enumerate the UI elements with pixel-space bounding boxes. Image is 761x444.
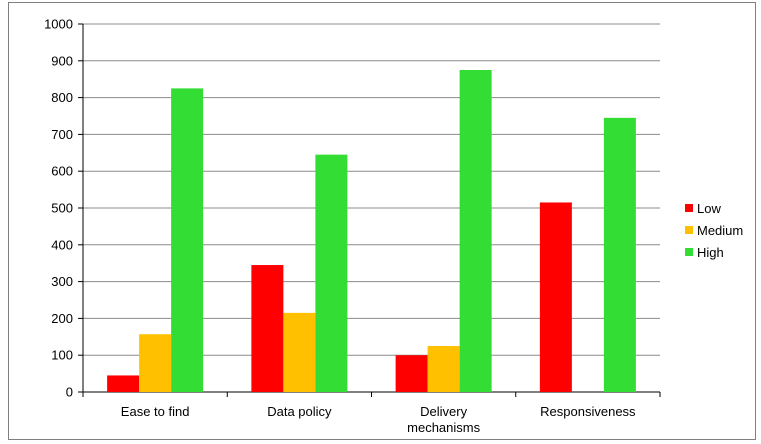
y-tick-label: 0 bbox=[66, 385, 73, 400]
gridlines bbox=[83, 23, 660, 356]
y-tick-label: 400 bbox=[51, 237, 73, 252]
bar-medium-2 bbox=[427, 346, 460, 392]
y-tick-label: 500 bbox=[51, 201, 73, 216]
bar-low-1 bbox=[251, 265, 284, 392]
bar-high-0 bbox=[171, 88, 204, 393]
legend-swatch-low bbox=[685, 204, 693, 212]
y-tick-label: 100 bbox=[51, 348, 73, 363]
bar-high-3 bbox=[603, 117, 636, 392]
category-label: Data policy bbox=[267, 404, 332, 419]
category-labels: Ease to find Data policy Delivery mechanism… bbox=[121, 404, 636, 435]
legend-label-medium: Medium bbox=[697, 223, 743, 238]
y-tick-labels: 0 100 200 300 400 500 600 700 800 900 1000 bbox=[44, 17, 73, 400]
y-tick-label: 1000 bbox=[44, 17, 73, 32]
bar-high-1 bbox=[315, 154, 348, 392]
bars bbox=[107, 70, 636, 393]
y-tick-label: 900 bbox=[51, 53, 73, 68]
legend-swatch-medium bbox=[685, 226, 693, 234]
y-tick-label: 600 bbox=[51, 164, 73, 179]
category-label: Ease to find bbox=[121, 404, 190, 419]
bar-low-0 bbox=[107, 375, 140, 392]
y-tick-label: 200 bbox=[51, 311, 73, 326]
bar-low-2 bbox=[395, 355, 428, 392]
bar-low-3 bbox=[539, 202, 572, 392]
bar-medium-1 bbox=[283, 312, 316, 392]
category-label: Responsiveness bbox=[540, 404, 636, 419]
bar-medium-0 bbox=[139, 334, 172, 392]
y-tick-label: 800 bbox=[51, 90, 73, 105]
legend: Low Medium High bbox=[685, 201, 743, 260]
legend-label-high: High bbox=[697, 245, 724, 260]
y-tick-label: 700 bbox=[51, 127, 73, 142]
legend-label-low: Low bbox=[697, 201, 721, 216]
y-tick-label: 300 bbox=[51, 274, 73, 289]
bar-high-2 bbox=[459, 70, 492, 392]
category-label: Delivery mechanisms bbox=[407, 404, 480, 435]
legend-swatch-high bbox=[685, 248, 693, 256]
